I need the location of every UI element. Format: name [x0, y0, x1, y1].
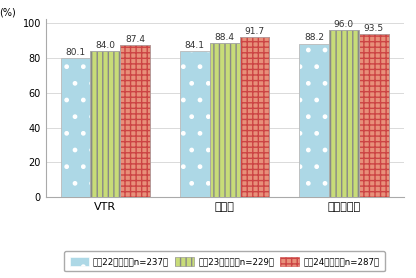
Bar [61, 58, 91, 197]
Text: 80.1: 80.1 [65, 48, 86, 57]
Bar [240, 38, 270, 197]
Bar [61, 58, 91, 197]
Bar [329, 30, 359, 197]
Bar [210, 43, 240, 197]
Bar [180, 51, 210, 197]
Bar [359, 34, 389, 197]
Text: 88.4: 88.4 [215, 33, 235, 42]
Text: 84.1: 84.1 [185, 41, 205, 50]
Text: 87.4: 87.4 [125, 35, 145, 44]
Text: 96.0: 96.0 [334, 20, 354, 29]
Text: 84.0: 84.0 [95, 41, 115, 50]
Bar [180, 51, 210, 197]
Bar [329, 30, 359, 197]
Text: 91.7: 91.7 [244, 27, 265, 36]
Bar [240, 38, 270, 197]
Bar [120, 45, 150, 197]
Text: 88.2: 88.2 [304, 33, 324, 43]
Text: (%): (%) [0, 8, 16, 18]
Bar [91, 51, 120, 197]
Bar [210, 43, 240, 197]
Bar [91, 51, 120, 197]
Text: 93.5: 93.5 [364, 24, 384, 33]
Bar [120, 45, 150, 197]
Bar [359, 34, 389, 197]
Bar [299, 44, 329, 197]
Bar [299, 44, 329, 197]
Legend: 平成22年度末（n=237）, 平成23年度末（n=229）, 平成24年度末（n=287）: 平成22年度末（n=237）, 平成23年度末（n=229）, 平成24年度末（… [64, 251, 385, 271]
